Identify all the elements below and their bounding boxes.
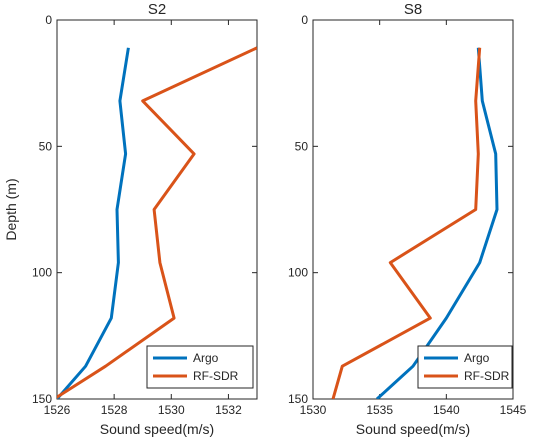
- y-axis-label: Depth (m): [3, 178, 19, 240]
- x-tick-label: 1535: [366, 403, 393, 417]
- y-tick-label: 0: [301, 13, 308, 27]
- x-tick-label: 1528: [101, 403, 128, 417]
- x-tick-label: 1526: [44, 403, 71, 417]
- y-tick-label: 100: [32, 266, 52, 280]
- series-line-rf-sdr: [57, 46, 257, 399]
- legend-label-rf-sdr: RF-SDR: [464, 369, 510, 383]
- x-axis-label: Sound speed(m/s): [100, 421, 214, 437]
- y-tick-label: 50: [295, 139, 309, 153]
- x-tick-label: 1532: [215, 403, 242, 417]
- axes-box: [312, 19, 514, 400]
- x-tick-label: 1530: [158, 403, 185, 417]
- panel-s2: S2 1526 1528 1530 1532 0 50 100 150 Sound speed(m…: [3, 1, 258, 437]
- series-line-rf-sdr: [331, 47, 482, 399]
- legend-label-rf-sdr: RF-SDR: [193, 369, 239, 383]
- legend: Argo RF-SDR: [417, 345, 513, 389]
- legend-box: [146, 345, 254, 389]
- legend-label-argo: Argo: [464, 351, 490, 365]
- y-tick-label: 0: [45, 13, 52, 27]
- y-tick-label: 150: [288, 392, 308, 406]
- chart-title: S2: [148, 1, 166, 18]
- y-tick-label: 50: [39, 139, 53, 153]
- legend-label-argo: Argo: [193, 351, 219, 365]
- y-tick-label: 100: [288, 266, 308, 280]
- x-tick-label: 1545: [500, 403, 527, 417]
- x-tick-label: 1540: [433, 403, 460, 417]
- y-tick-label: 150: [32, 392, 52, 406]
- axes-box: [56, 19, 258, 400]
- panel-s8: S8 1530 1535 1540 1545 0 50 100 150 Sound speed(m…: [288, 1, 527, 437]
- series-line-argo: [57, 47, 130, 399]
- legend: Argo RF-SDR: [146, 345, 254, 389]
- chart-title: S8: [404, 1, 422, 18]
- x-axis-label: Sound speed(m/s): [356, 421, 470, 437]
- legend-box: [417, 345, 513, 389]
- x-tick-label: 1530: [300, 403, 327, 417]
